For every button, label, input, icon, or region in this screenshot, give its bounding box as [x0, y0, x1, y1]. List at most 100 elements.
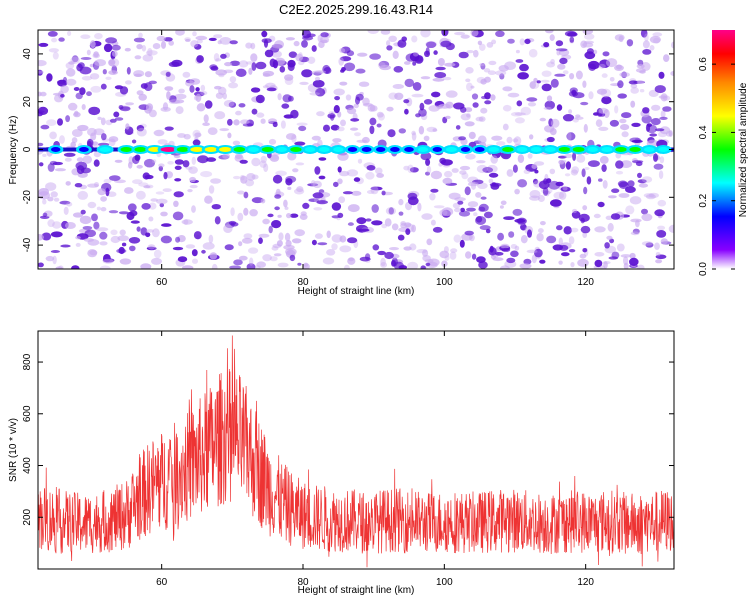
spectrogram-speckle: [63, 152, 76, 157]
spectrogram-speckle: [65, 181, 71, 186]
spectrogram-speckle: [513, 136, 522, 146]
spectrogram-speckle: [488, 172, 499, 178]
spectrogram-speckle: [281, 103, 290, 109]
zero-line-blob: [361, 147, 372, 152]
spectrogram-speckle: [582, 42, 594, 48]
spectrogram-speckle: [454, 207, 461, 213]
spectrogram-speckle: [515, 59, 524, 63]
x-tick-label: 80: [297, 277, 309, 288]
spectrogram-speckle: [487, 70, 496, 75]
spectrogram-speckle: [495, 70, 507, 76]
spectrogram-speckle: [331, 215, 340, 219]
spectrogram-speckle: [459, 165, 471, 171]
spectrogram-speckle: [87, 201, 97, 209]
spectrogram-speckle: [465, 153, 476, 160]
spectrogram-speckle: [582, 205, 588, 211]
spectrogram-speckle: [229, 265, 242, 269]
spectrogram-speckle: [210, 178, 222, 184]
spectrogram-speckle: [411, 35, 418, 43]
spectrogram-speckle: [405, 53, 417, 62]
spectrogram-speckle: [549, 168, 556, 175]
spectrogram-speckle: [272, 174, 283, 184]
zero-line-blob: [558, 147, 571, 152]
spectrogram-speckle: [295, 162, 305, 166]
spectrogram-speckle: [73, 87, 80, 91]
spectrogram-speckle: [210, 66, 219, 71]
spectrogram-speckle: [84, 229, 97, 238]
spectrogram-speckle: [401, 36, 408, 42]
spectrogram-speckle: [59, 200, 71, 205]
spectrogram-speckle: [357, 158, 363, 164]
spectrogram-speckle: [99, 265, 111, 269]
spectrogram-speckle: [160, 211, 168, 217]
spectrogram-speckle: [200, 84, 206, 92]
spectrogram-speckle: [195, 93, 202, 102]
spectrogram-speckle: [168, 40, 174, 46]
spectrogram-speckle: [188, 166, 198, 174]
zero-line-blob: [176, 147, 189, 152]
spectrogram-speckle: [420, 30, 431, 38]
spectrogram-speckle: [536, 80, 541, 84]
spectrogram-speckle: [125, 123, 130, 130]
spectrogram-speckle: [425, 40, 438, 48]
spectrogram-speckle: [75, 242, 81, 247]
spectrogram-speckle: [558, 159, 565, 165]
spectrogram-speckle: [311, 239, 317, 246]
spectrogram-speckle: [66, 68, 76, 77]
spectrogram-speckle: [494, 251, 504, 256]
y-tick-label: 40: [22, 48, 33, 60]
zero-line-blob: [204, 147, 218, 152]
spectrogram-speckle: [460, 113, 471, 121]
spectrogram-speckle: [659, 156, 665, 164]
spectrogram-speckle: [618, 181, 629, 189]
spectrogram-speckle: [316, 200, 329, 205]
spectrogram-speckle: [202, 242, 215, 250]
spectrogram-speckle: [200, 171, 213, 178]
spectrogram-speckle: [546, 61, 556, 68]
spectrogram-speckle: [114, 117, 124, 121]
spectrogram-speckle: [354, 132, 361, 137]
spectrogram-speckle: [156, 198, 168, 205]
spectrogram-speckle: [369, 117, 377, 126]
spectrogram-speckle: [413, 52, 419, 57]
spectrogram-speckle: [486, 164, 498, 173]
spectrogram-speckle: [202, 122, 210, 126]
spectrogram-speckle: [400, 221, 407, 226]
spectrogram-speckle: [476, 160, 486, 164]
spectrogram-speckle: [386, 106, 394, 112]
spectrogram-speckle: [512, 164, 518, 173]
spectrogram-speckle: [451, 168, 459, 173]
spectrogram-speckle: [201, 249, 206, 254]
spectrogram-speckle: [331, 234, 343, 243]
spectrogram-speckle: [500, 200, 507, 206]
spectrogram-speckle: [514, 188, 520, 195]
colorbar-tick-label: 0.0: [698, 262, 709, 276]
spectrogram-speckle: [318, 157, 327, 161]
zero-line-blob: [248, 147, 259, 152]
spectrogram-speckle: [142, 54, 154, 62]
spectrogram-speckle: [141, 203, 151, 210]
spectrogram-speckle: [174, 93, 187, 100]
spectrogram-speckle: [92, 53, 100, 59]
spectrogram-speckle: [372, 244, 380, 251]
spectrogram-speckle: [347, 257, 356, 265]
spectrogram-speckle: [620, 124, 630, 131]
spectrogram-speckle: [277, 93, 282, 101]
spectrogram-speckle: [657, 225, 666, 231]
spectrogram-speckle: [103, 43, 113, 53]
spectrogram-speckle: [558, 260, 563, 265]
snr-x-ticks: 60 80 100 120: [156, 331, 594, 588]
spectrogram-speckle: [287, 186, 292, 190]
spectrogram-speckle: [47, 196, 54, 202]
spectrogram-speckle: [357, 228, 370, 232]
spectrogram-speckle: [166, 91, 171, 100]
spectrogram-speckle: [167, 161, 174, 165]
spectrogram-speckle: [133, 37, 145, 43]
spectrogram-speckle: [546, 136, 555, 143]
spectrogram-speckle: [645, 242, 654, 248]
spectrogram-speckle: [454, 197, 466, 202]
spectrogram-speckle: [129, 245, 136, 252]
spectrogram-speckle: [94, 33, 103, 40]
spectrogram-speckle: [670, 71, 674, 76]
spectrogram-speckle: [224, 62, 232, 67]
